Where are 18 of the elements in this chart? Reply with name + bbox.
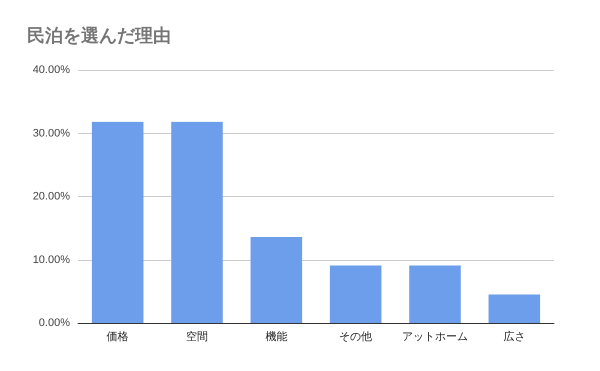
y-tick-label: 10.00% xyxy=(32,254,70,266)
x-tick-label: 機能 xyxy=(265,330,288,343)
bar xyxy=(409,265,461,323)
bar xyxy=(330,265,382,323)
bar xyxy=(171,122,223,323)
x-tick-label: アットホーム xyxy=(402,330,468,343)
y-tick-label: 0.00% xyxy=(38,317,70,329)
bar xyxy=(488,294,540,323)
chart-title: 民泊を選んだ理由 xyxy=(27,26,171,46)
x-tick-label: 価格 xyxy=(106,330,129,343)
bar xyxy=(92,122,144,323)
y-tick-label: 30.00% xyxy=(32,127,70,140)
bar xyxy=(250,236,302,323)
y-tick-label: 40.00% xyxy=(32,64,70,76)
y-tick-label: 20.00% xyxy=(32,190,70,202)
x-tick-label: 空間 xyxy=(186,330,208,343)
x-tick-label: その他 xyxy=(339,330,372,343)
x-tick-label: 広さ xyxy=(503,330,526,343)
